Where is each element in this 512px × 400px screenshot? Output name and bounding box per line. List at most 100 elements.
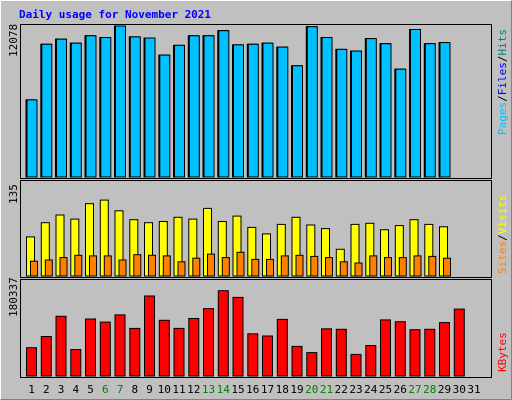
hits-hits-bar-day-18	[277, 46, 289, 178]
x-label-day-13: 13	[202, 383, 215, 396]
visits-sites-bar-day-23	[354, 262, 363, 277]
kbytes-kbytes-bar-day-7	[114, 314, 126, 377]
visits-sites-bar-day-4	[74, 254, 83, 277]
x-label-day-27: 27	[408, 383, 421, 396]
x-label-day-6: 6	[102, 383, 109, 396]
x-label-day-2: 2	[43, 383, 50, 396]
hits-hits-bar-day-20	[306, 26, 318, 178]
hits-hits-bar-day-28	[424, 43, 436, 178]
hits-hits-bar-day-14	[218, 30, 230, 178]
x-label-day-22: 22	[335, 383, 348, 396]
panel-visits-frame	[20, 180, 492, 278]
x-label-day-19: 19	[290, 383, 303, 396]
hits-hits-bar-day-23	[351, 50, 362, 178]
kbytes-kbytes-bar-day-11	[173, 327, 185, 377]
x-label-day-5: 5	[87, 383, 94, 396]
x-label-day-21: 21	[320, 383, 333, 396]
kbytes-kbytes-bar-day-27	[409, 329, 421, 377]
hits-hits-bar-day-19	[292, 65, 303, 178]
visits-sites-bar-day-25	[384, 257, 392, 277]
x-axis-labels: 1 2 3 4 5 6 7 8 9 10 11 12 13 14 15 16 17 18 19 20 21 22 23 24 2…	[28, 383, 480, 396]
visits-sites-bar-day-14	[221, 257, 230, 277]
kbytes-kbytes-bar-day-9	[144, 295, 155, 377]
hits-hits-bar-day-21	[321, 37, 333, 178]
hits-hits-bar-day-7	[115, 25, 126, 178]
bar-layer	[25, 25, 465, 377]
visits-sites-bar-day-19	[295, 254, 304, 277]
x-label-day-26: 26	[394, 383, 407, 396]
visits-sites-bar-day-29	[443, 257, 451, 277]
visits-sites-bar-day-27	[413, 255, 422, 277]
x-label-day-31: 31	[467, 383, 480, 396]
x-label-day-24: 24	[364, 383, 378, 396]
visits-sites-bar-day-18	[280, 255, 289, 277]
kbytes-ymax-label: 180337	[7, 277, 20, 317]
visits-sites-bar-day-10	[162, 255, 171, 277]
x-label-day-12: 12	[187, 383, 200, 396]
x-label-day-25: 25	[379, 383, 392, 396]
hits-hits-bar-day-3	[56, 38, 67, 178]
visits-sites-bar-day-13	[207, 253, 215, 277]
kbytes-kbytes-bar-day-28	[424, 328, 436, 377]
panel-hits-frame	[20, 24, 492, 179]
x-label-day-3: 3	[58, 383, 65, 396]
x-label-day-10: 10	[158, 383, 171, 396]
kbytes-kbytes-bar-day-30	[453, 308, 465, 377]
hits-hits-bar-day-29	[439, 42, 451, 178]
hits-hits-bar-day-8	[129, 36, 141, 178]
hits-hits-bar-day-15	[233, 44, 244, 178]
kbytes-kbytes-bar-day-20	[306, 352, 318, 377]
visits-sites-bar-day-22	[339, 261, 348, 277]
kbytes-kbytes-bar-day-2	[40, 336, 52, 377]
kbytes-kbytes-bar-day-19	[291, 345, 303, 377]
kbytes-kbytes-bar-day-23	[350, 353, 362, 377]
hits-hits-bar-day-9	[144, 37, 156, 178]
visits-sites-bar-day-12	[192, 257, 201, 277]
kbytes-kbytes-bar-day-21	[321, 328, 332, 377]
visits-sites-bar-day-3	[59, 257, 68, 277]
kbytes-kbytes-bar-day-26	[394, 321, 406, 377]
x-label-day-7: 7	[117, 383, 124, 396]
hits-hits-bar-day-25	[380, 43, 392, 178]
kbytes-kbytes-bar-day-29	[439, 322, 450, 377]
hits-hits-bar-day-22	[336, 48, 348, 178]
hits-hits-bar-day-17	[262, 42, 274, 178]
visits-sites-bar-day-26	[398, 257, 407, 277]
visits-sites-bar-day-21	[325, 257, 333, 277]
kbytes-kbytes-bar-day-17	[262, 335, 273, 377]
hits-hits-bar-day-6	[100, 37, 112, 178]
kbytes-kbytes-bar-day-16	[247, 333, 259, 377]
visits-sites-bar-day-8	[133, 254, 142, 277]
hits-hits-bar-day-16	[247, 43, 259, 178]
visits-sites-bar-day-6	[103, 255, 112, 277]
hits-hits-bar-day-1	[26, 99, 38, 178]
visits-sites-bar-day-5	[89, 255, 97, 277]
hits-hits-bar-day-26	[395, 68, 407, 178]
visits-sites-bar-day-16	[251, 258, 260, 277]
kbytes-kbytes-bar-day-12	[188, 318, 200, 377]
x-label-day-16: 16	[246, 383, 259, 396]
visits-sites-bar-day-11	[177, 261, 186, 277]
visits-sites-bar-day-9	[148, 254, 156, 277]
kbytes-kbytes-bar-day-3	[55, 315, 67, 377]
x-label-day-4: 4	[72, 383, 79, 396]
x-label-day-17: 17	[261, 383, 274, 396]
kbytes-kbytes-bar-day-6	[99, 321, 111, 377]
x-label-day-1: 1	[28, 383, 35, 396]
hits-hits-bar-day-12	[188, 35, 200, 178]
panel-kbytes-frame	[20, 279, 492, 378]
kbytes-kbytes-bar-day-8	[129, 327, 141, 377]
hits-hits-bar-day-13	[203, 35, 215, 178]
kbytes-kbytes-bar-day-5	[85, 318, 96, 377]
kbytes-kbytes-bar-day-24	[365, 345, 377, 377]
kbytes-kbytes-bar-day-14	[217, 290, 229, 377]
visits-ymax-label: 135	[7, 184, 20, 204]
x-label-day-29: 29	[438, 383, 451, 396]
hits-hits-bar-day-11	[174, 44, 185, 178]
visits-sites-bar-day-7	[118, 259, 127, 277]
x-label-day-30: 30	[453, 383, 466, 396]
x-label-day-15: 15	[231, 383, 244, 396]
chart-title: Daily usage for November 2021	[19, 8, 211, 21]
visits-sites-bar-day-17	[266, 258, 274, 277]
